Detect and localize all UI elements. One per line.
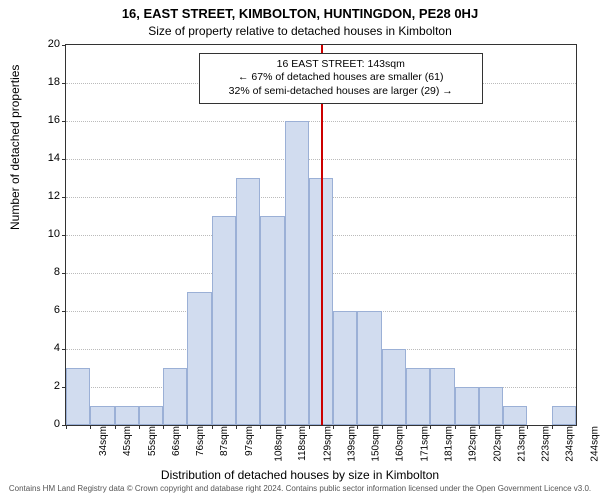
histogram-bar <box>236 178 260 425</box>
ytick-mark <box>62 159 66 160</box>
xtick-mark <box>139 425 140 429</box>
ytick-mark <box>62 197 66 198</box>
ytick-label: 8 <box>32 266 60 278</box>
ytick-label: 0 <box>32 418 60 430</box>
histogram-bar <box>406 368 430 425</box>
xtick-mark <box>260 425 261 429</box>
xtick-mark <box>479 425 480 429</box>
xtick-mark <box>285 425 286 429</box>
histogram-bar <box>552 406 576 425</box>
histogram-bar <box>357 311 381 425</box>
xtick-label: 223sqm <box>541 426 552 462</box>
page-title: 16, EAST STREET, KIMBOLTON, HUNTINGDON, … <box>0 6 600 21</box>
xtick-label: 129sqm <box>322 426 333 462</box>
xtick-label: 171sqm <box>419 426 430 462</box>
xtick-mark <box>66 425 67 429</box>
ytick-mark <box>62 235 66 236</box>
annotation-box: 16 EAST STREET: 143sqm← 67% of detached … <box>199 53 483 104</box>
xtick-label: 213sqm <box>516 426 527 462</box>
histogram-bar <box>163 368 187 425</box>
annotation-line: ← 67% of detached houses are smaller (61… <box>206 71 476 85</box>
ytick-mark <box>62 273 66 274</box>
xtick-mark <box>90 425 91 429</box>
histogram-bar <box>455 387 479 425</box>
histogram-bar <box>285 121 309 425</box>
ytick-mark <box>62 83 66 84</box>
histogram-bar <box>139 406 163 425</box>
xtick-label: 87sqm <box>219 426 230 456</box>
subtitle: Size of property relative to detached ho… <box>0 24 600 38</box>
ytick-mark <box>62 311 66 312</box>
ytick-mark <box>62 45 66 46</box>
x-axis-label: Distribution of detached houses by size … <box>0 468 600 482</box>
xtick-mark <box>406 425 407 429</box>
xtick-label: 108sqm <box>274 426 285 462</box>
xtick-label: 244sqm <box>589 426 600 462</box>
xtick-label: 202sqm <box>492 426 503 462</box>
xtick-label: 76sqm <box>195 426 206 456</box>
xtick-mark <box>455 425 456 429</box>
xtick-mark <box>309 425 310 429</box>
xtick-mark <box>187 425 188 429</box>
ytick-label: 2 <box>32 380 60 392</box>
histogram-bar <box>115 406 139 425</box>
histogram-plot: 16 EAST STREET: 143sqm← 67% of detached … <box>65 44 577 426</box>
xtick-mark <box>115 425 116 429</box>
xtick-label: 160sqm <box>395 426 406 462</box>
ytick-label: 4 <box>32 342 60 354</box>
xtick-label: 34sqm <box>98 426 109 456</box>
histogram-bar <box>90 406 114 425</box>
xtick-mark <box>236 425 237 429</box>
histogram-bar <box>66 368 90 425</box>
ytick-mark <box>62 349 66 350</box>
histogram-bar <box>187 292 211 425</box>
xtick-label: 97sqm <box>244 426 255 456</box>
histogram-bar <box>503 406 527 425</box>
histogram-bar <box>382 349 406 425</box>
xtick-label: 181sqm <box>444 426 455 462</box>
histogram-bar <box>430 368 454 425</box>
xtick-mark <box>382 425 383 429</box>
xtick-label: 55sqm <box>147 426 158 456</box>
ytick-label: 6 <box>32 304 60 316</box>
xtick-mark <box>163 425 164 429</box>
xtick-label: 139sqm <box>346 426 357 462</box>
xtick-mark <box>212 425 213 429</box>
ytick-label: 12 <box>32 190 60 202</box>
xtick-label: 66sqm <box>171 426 182 456</box>
credits-line-2: Contains public sector information licen… <box>286 484 592 493</box>
annotation-line: 16 EAST STREET: 143sqm <box>206 58 476 72</box>
ytick-label: 18 <box>32 76 60 88</box>
histogram-bar <box>333 311 357 425</box>
y-axis-label: Number of detached properties <box>8 65 22 230</box>
histogram-bar <box>212 216 236 425</box>
ytick-label: 16 <box>32 114 60 126</box>
ytick-mark <box>62 121 66 122</box>
annotation-line: 32% of semi-detached houses are larger (… <box>206 85 476 99</box>
ytick-label: 14 <box>32 152 60 164</box>
ytick-label: 10 <box>32 228 60 240</box>
xtick-mark <box>552 425 553 429</box>
xtick-label: 192sqm <box>468 426 479 462</box>
ytick-label: 20 <box>32 38 60 50</box>
xtick-label: 118sqm <box>297 426 308 461</box>
xtick-label: 234sqm <box>565 426 576 462</box>
xtick-label: 150sqm <box>371 426 382 462</box>
histogram-bar <box>260 216 284 425</box>
credits-line-1: Contains HM Land Registry data © Crown c… <box>9 484 284 493</box>
xtick-label: 45sqm <box>122 426 133 456</box>
histogram-bar <box>479 387 503 425</box>
credits: Contains HM Land Registry data © Crown c… <box>0 485 600 494</box>
